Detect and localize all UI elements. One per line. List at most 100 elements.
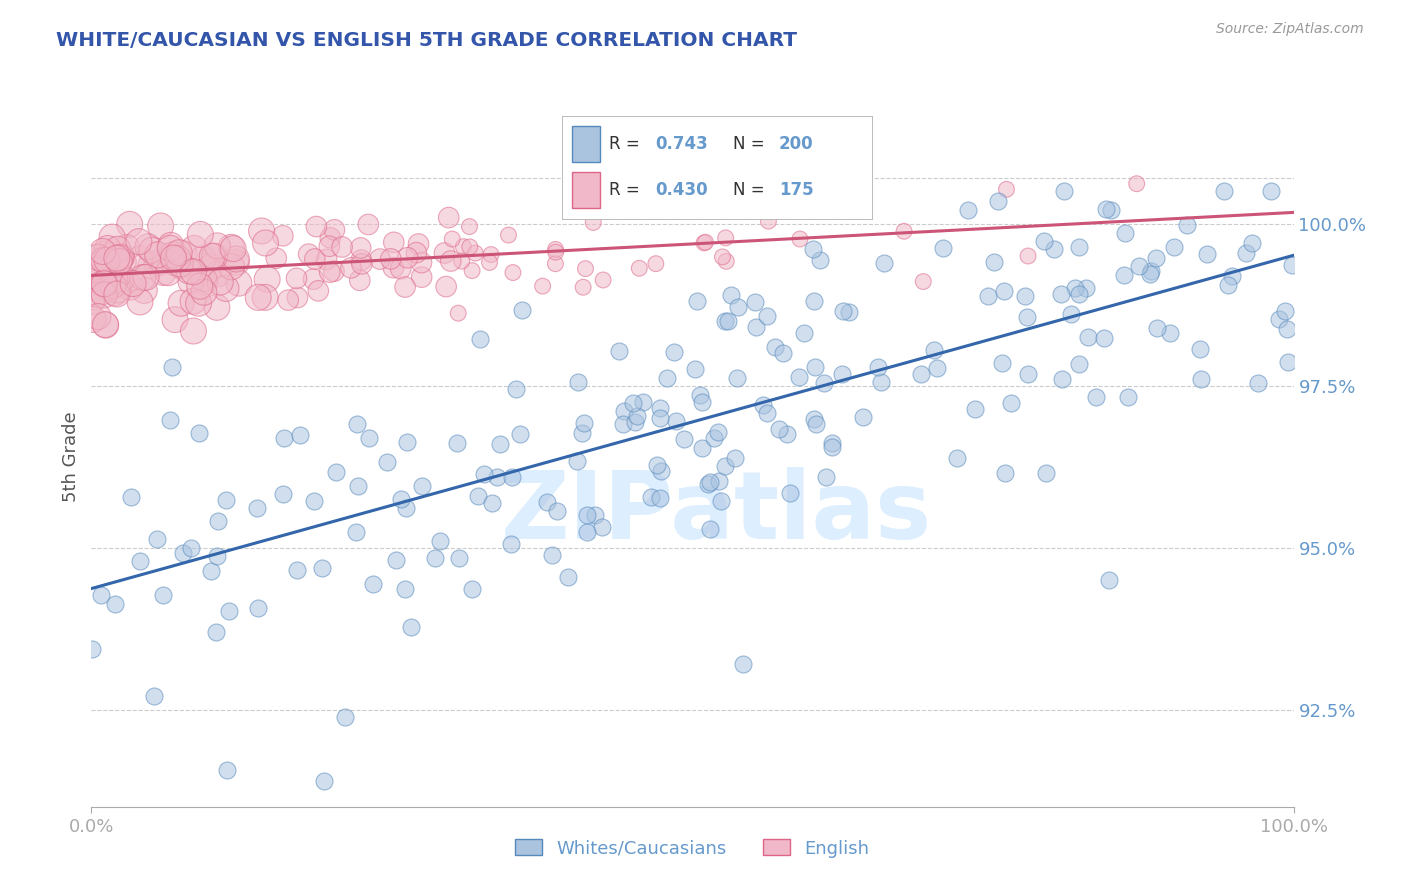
Point <box>717 314 740 328</box>
Point <box>183 265 205 279</box>
Point <box>90 588 112 602</box>
Point <box>575 508 598 523</box>
Point <box>302 494 325 508</box>
Point <box>271 228 294 243</box>
Point <box>1092 331 1115 345</box>
Point <box>461 263 484 277</box>
Point <box>134 284 156 298</box>
Point <box>204 249 226 263</box>
Point <box>323 223 346 237</box>
Point <box>481 496 503 510</box>
Point <box>349 273 371 287</box>
Point <box>576 524 599 539</box>
Point <box>357 431 380 445</box>
Point <box>789 232 811 246</box>
Point <box>1146 321 1168 335</box>
Point <box>86 251 108 265</box>
Point <box>447 306 470 320</box>
Point <box>1247 376 1270 391</box>
Point <box>711 250 734 264</box>
Point <box>187 426 209 441</box>
Point <box>441 232 464 246</box>
Point <box>699 522 721 536</box>
Point <box>104 273 127 287</box>
Point <box>250 224 273 238</box>
Point <box>813 376 835 391</box>
Point <box>159 413 181 427</box>
Point <box>408 237 430 252</box>
Point <box>557 570 579 584</box>
Point <box>288 428 311 442</box>
Point <box>146 256 169 270</box>
Point <box>394 280 416 294</box>
Point <box>1114 268 1136 282</box>
Point <box>254 290 277 304</box>
Point <box>120 490 142 504</box>
Point <box>152 589 174 603</box>
Point <box>347 479 370 493</box>
Point <box>710 493 733 508</box>
Point <box>650 491 672 505</box>
Point <box>1017 249 1039 263</box>
Point <box>1268 312 1291 326</box>
Point <box>793 326 815 341</box>
Point <box>160 360 183 375</box>
Point <box>779 486 801 500</box>
Point <box>214 492 236 507</box>
Point <box>449 550 471 565</box>
Point <box>1053 184 1076 198</box>
Point <box>361 577 384 591</box>
Text: Source: ZipAtlas.com: Source: ZipAtlas.com <box>1216 22 1364 37</box>
Point <box>1277 355 1299 369</box>
Point <box>323 264 346 278</box>
Point <box>567 375 589 389</box>
Point <box>458 219 481 234</box>
Point <box>93 253 115 268</box>
Point <box>1074 281 1097 295</box>
Point <box>1139 267 1161 281</box>
Point <box>716 254 738 268</box>
Point <box>368 252 391 266</box>
Point <box>394 582 416 596</box>
Point <box>167 245 190 260</box>
Text: 0.743: 0.743 <box>655 136 709 153</box>
Point <box>115 241 138 255</box>
Point <box>744 295 766 310</box>
Point <box>624 416 647 430</box>
Point <box>690 441 713 455</box>
Point <box>472 467 495 482</box>
Point <box>821 436 844 450</box>
Point <box>1059 307 1081 321</box>
Point <box>357 218 380 232</box>
Point <box>162 248 184 262</box>
Point <box>159 241 181 255</box>
Point <box>207 267 229 281</box>
Point <box>128 554 150 568</box>
Point <box>225 255 247 269</box>
Point <box>434 279 457 293</box>
Point <box>768 422 790 436</box>
Point <box>423 551 446 566</box>
Point <box>458 240 481 254</box>
Point <box>1098 573 1121 587</box>
Point <box>621 396 644 410</box>
Point <box>389 261 412 276</box>
Point <box>957 203 980 218</box>
Point <box>246 500 269 515</box>
Point <box>612 417 634 432</box>
Point <box>118 218 141 232</box>
Point <box>94 318 117 332</box>
Point <box>96 254 118 268</box>
Point <box>277 293 299 307</box>
Point <box>1043 242 1066 256</box>
Point <box>305 219 328 234</box>
Point <box>1069 358 1091 372</box>
Point <box>97 242 120 256</box>
Point <box>925 361 948 376</box>
Point <box>93 288 115 302</box>
Point <box>82 312 104 326</box>
Point <box>380 252 402 266</box>
Point <box>122 277 145 291</box>
Point <box>1189 342 1212 356</box>
Point <box>657 371 679 385</box>
